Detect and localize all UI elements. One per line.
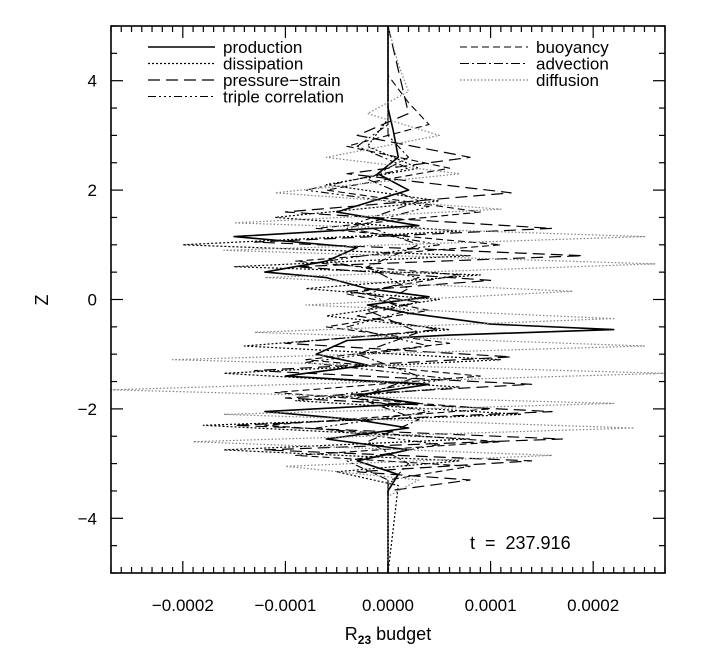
x-tick-label: −0.0002	[152, 596, 214, 615]
series-line-2	[233, 26, 584, 573]
legend-label: production	[223, 38, 302, 57]
y-tick-label: −2	[78, 400, 97, 419]
time-annotation: t = 237.916	[470, 533, 571, 553]
y-tick-label: 2	[88, 181, 97, 200]
x-tick-label: 0.0000	[362, 596, 414, 615]
legend: productiondissipationpressure−straintrip…	[148, 38, 609, 107]
series-line-4	[264, 26, 502, 573]
legend-label: triple correlation	[223, 88, 344, 107]
x-axis-label: R23 budget	[345, 624, 431, 647]
y-tick-label: 4	[88, 72, 97, 91]
y-axis-label: Z	[32, 295, 52, 306]
x-tick-label: 0.0002	[567, 596, 619, 615]
legend-label: buoyancy	[536, 38, 609, 57]
series-line-0	[233, 26, 615, 573]
legend-label: diffusion	[536, 71, 599, 90]
series-line-3	[305, 26, 451, 573]
legend-label: pressure−strain	[223, 71, 341, 90]
x-tick-label: −0.0001	[254, 596, 316, 615]
legend-label: dissipation	[223, 55, 303, 74]
series-line-6	[111, 26, 665, 573]
x-tick-label: 0.0001	[465, 596, 517, 615]
legend-label: advection	[536, 55, 609, 74]
y-tick-label: 0	[88, 291, 97, 310]
series-line-1	[182, 26, 522, 573]
y-tick-label: −4	[78, 509, 97, 528]
series-layer	[111, 26, 665, 573]
axes-layer: −0.0002 −0.0001 0.0000 0.0001 0.0002 −4 −2 0 2 4 R…	[32, 25, 666, 647]
